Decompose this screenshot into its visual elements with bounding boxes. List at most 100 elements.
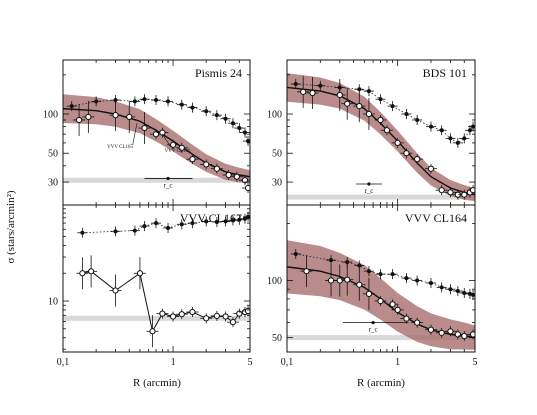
cluster-point <box>87 268 95 275</box>
cluster-point <box>178 311 185 318</box>
cluster-point <box>365 110 373 118</box>
field-point <box>142 224 147 229</box>
x-tick-label: 1 <box>395 357 400 368</box>
x-tick-label: 5 <box>248 357 253 368</box>
field-point <box>428 124 433 129</box>
panel-frame <box>286 204 476 353</box>
annotation-vvv-cl166: VVV CL166 <box>165 149 191 154</box>
field-point <box>237 126 242 131</box>
field-point <box>142 97 147 102</box>
cluster-point <box>427 165 435 172</box>
cluster-point <box>159 129 166 136</box>
field-point <box>378 97 383 102</box>
cluster-point <box>222 313 229 320</box>
field-point <box>462 290 467 295</box>
y-tick-label: 100 <box>267 276 282 287</box>
x-axis-label-right: R (arcmin) <box>357 377 405 389</box>
field-point <box>428 281 433 286</box>
annotation-arrow <box>162 134 171 147</box>
field-point <box>230 121 235 126</box>
field-point <box>366 89 371 94</box>
field-point <box>246 139 250 144</box>
cluster-point <box>356 103 363 110</box>
fit-uncertainty-band <box>287 240 475 350</box>
panel-top-right: 30 50 100 BDS 101 r_c <box>267 59 476 206</box>
cluster-point <box>141 124 148 132</box>
cluster-point <box>126 113 133 121</box>
field-point <box>154 98 159 103</box>
field-point <box>293 251 298 256</box>
cluster-point <box>356 281 363 288</box>
field-point <box>467 128 472 133</box>
field-point <box>242 130 247 135</box>
cluster-profile-line <box>82 270 249 333</box>
cluster-point <box>169 313 177 320</box>
field-point <box>166 225 171 230</box>
cluster-point <box>336 91 343 99</box>
field-point <box>448 287 453 292</box>
core-radius-marker <box>367 182 371 186</box>
field-point <box>390 272 395 277</box>
field-point <box>179 102 184 107</box>
y-tick-label: 100 <box>43 110 58 121</box>
y-tick-label: 100 <box>267 110 282 121</box>
field-point <box>242 216 247 221</box>
cluster-point <box>203 161 210 168</box>
cluster-point <box>461 191 468 198</box>
cluster-point <box>303 268 310 275</box>
cluster-point <box>344 276 351 283</box>
field-point <box>94 99 99 104</box>
field-point <box>366 269 371 274</box>
cluster-point <box>244 184 250 192</box>
y-tick-label: 50 <box>48 149 58 160</box>
field-point <box>80 230 85 235</box>
core-radius-label: r_c <box>364 187 373 195</box>
cluster-point <box>189 156 196 163</box>
plot-area <box>287 73 475 202</box>
field-point <box>190 105 195 110</box>
field-point <box>132 228 137 233</box>
y-tick-label: 50 <box>272 149 282 160</box>
cluster-point <box>414 319 421 326</box>
field-point <box>113 229 118 234</box>
cluster-point <box>75 116 83 124</box>
panel-title: VVV CL167 <box>180 211 242 225</box>
field-point <box>204 219 209 224</box>
cluster-point <box>447 189 454 196</box>
cluster-point <box>112 287 119 294</box>
x-tick-label: 0,1 <box>57 357 70 368</box>
field-point <box>223 219 228 224</box>
panel-top-left: 30 50 100 Pismis 24 VVV CL165 VVV CL166 r_c <box>43 59 251 206</box>
cluster-point <box>136 270 144 277</box>
cluster-point <box>203 315 210 322</box>
panel-title: VVV CL164 <box>405 211 467 225</box>
cluster-point <box>365 290 373 298</box>
field-point <box>471 292 475 297</box>
cluster-point <box>149 328 156 335</box>
field-point <box>404 112 409 117</box>
cluster-point <box>112 112 119 119</box>
x-tick-label: 5 <box>473 357 478 368</box>
panel-bottom-right: 0,1 1 5 50 100 VVV CL164 r_c <box>267 204 478 368</box>
field-point <box>378 272 383 277</box>
cluster-point <box>213 312 220 319</box>
field-point <box>404 276 409 281</box>
cluster-point <box>403 315 410 322</box>
core-radius-label: r_c <box>164 181 173 189</box>
cluster-point <box>309 89 316 97</box>
field-point <box>69 104 74 109</box>
background-level-band <box>63 177 250 183</box>
cluster-point <box>241 177 249 184</box>
field-point <box>390 104 395 109</box>
cluster-point <box>461 332 468 340</box>
y-axis-label: σ (stars/arcmin²) <box>5 190 17 263</box>
cluster-point <box>377 116 384 124</box>
cluster-point <box>427 326 435 333</box>
field-point <box>179 222 184 227</box>
annotation-vvv-cl165: VVV CL165 <box>107 145 133 150</box>
background-level-band <box>287 194 475 200</box>
field-point <box>439 128 444 133</box>
field-point <box>190 221 195 226</box>
core-radius-marker <box>166 176 170 181</box>
